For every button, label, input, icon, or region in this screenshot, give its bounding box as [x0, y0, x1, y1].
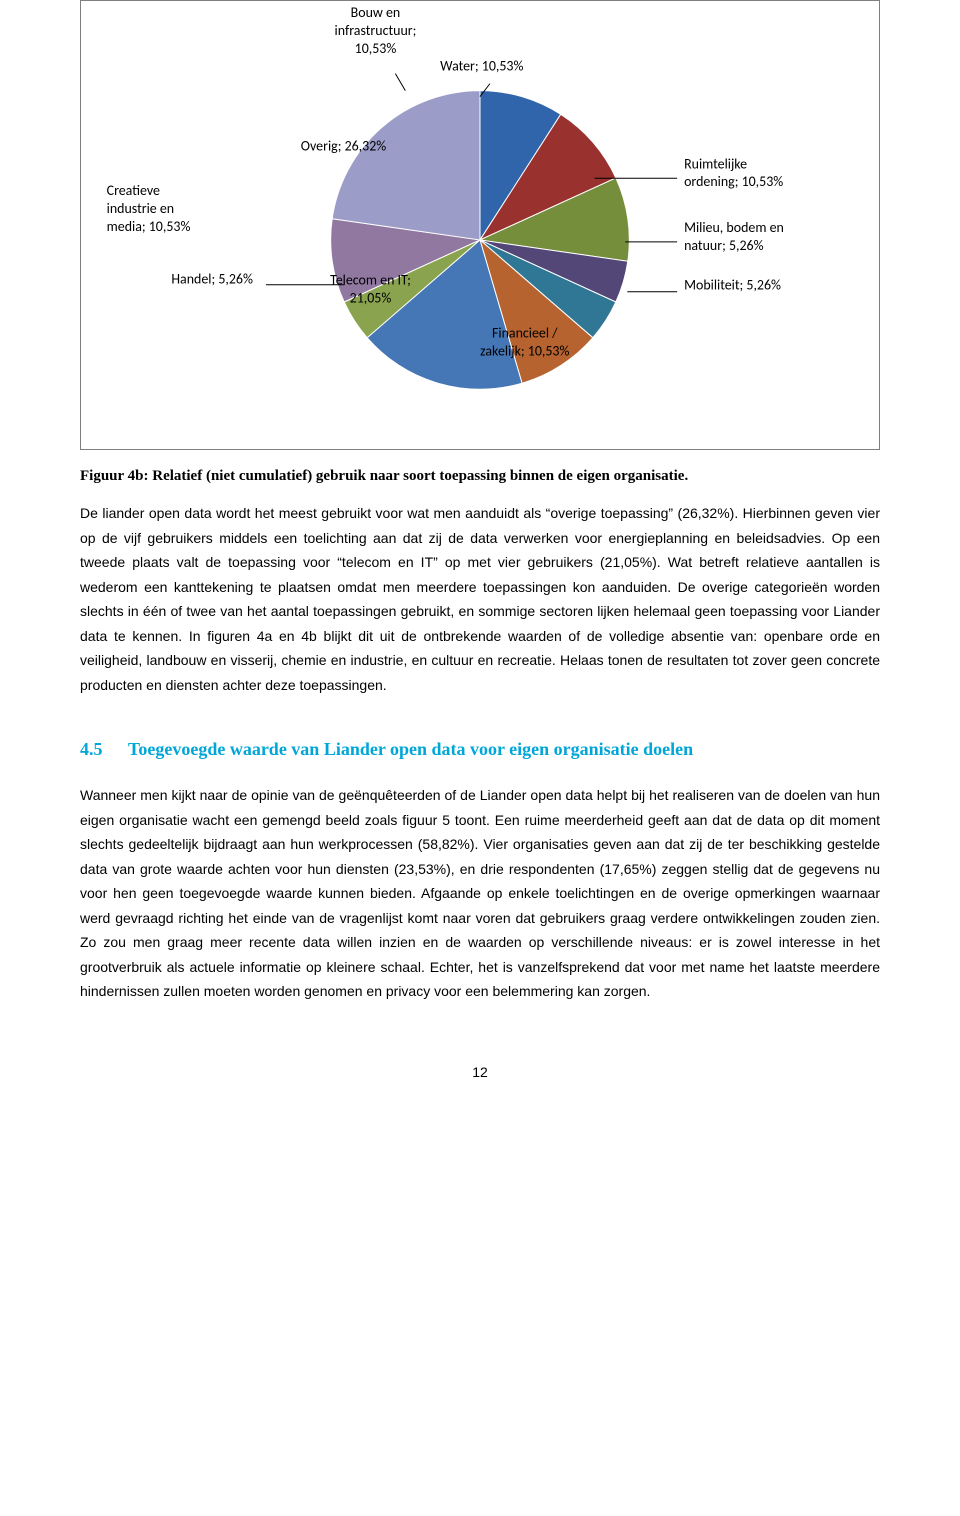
leader-line	[395, 74, 405, 91]
pie-slice	[332, 91, 480, 240]
pie-slice-label: Creatieveindustrie enmedia; 10,53%	[107, 182, 191, 235]
pie-slice-label: Water; 10,53%	[440, 58, 523, 75]
pie-slice-label: Overig; 26,32%	[301, 137, 386, 154]
section-heading: 4.5 Toegevoegde waarde van Liander open …	[80, 737, 880, 761]
pie-slice-label: Financieel /zakelijk; 10,53%	[480, 324, 569, 359]
pie-slice-label: Bouw eninfrastructuur;10,53%	[335, 4, 417, 57]
pie-chart-container: Bouw eninfrastructuur;10,53% Water; 10,53…	[80, 0, 880, 450]
page-number: 12	[80, 1064, 880, 1080]
pie-chart: Bouw eninfrastructuur;10,53% Water; 10,53…	[81, 1, 879, 449]
paragraph-analysis: De liander open data wordt het meest geb…	[80, 501, 880, 697]
pie-slice-label: Ruimtelijkeordening; 10,53%	[684, 155, 783, 190]
pie-slice-label: Handel; 5,26%	[171, 271, 253, 288]
pie-slice-label: Mobiliteit; 5,26%	[684, 277, 781, 294]
section-title: Toegevoegde waarde van Liander open data…	[128, 737, 880, 761]
section-number: 4.5	[80, 737, 128, 761]
pie-slice-label: Milieu, bodem ennatuur; 5,26%	[684, 219, 784, 254]
figure-caption: Figuur 4b: Relatief (niet cumulatief) ge…	[162, 466, 880, 487]
paragraph-section-body: Wanneer men kijkt naar de opinie van de …	[80, 783, 880, 1004]
